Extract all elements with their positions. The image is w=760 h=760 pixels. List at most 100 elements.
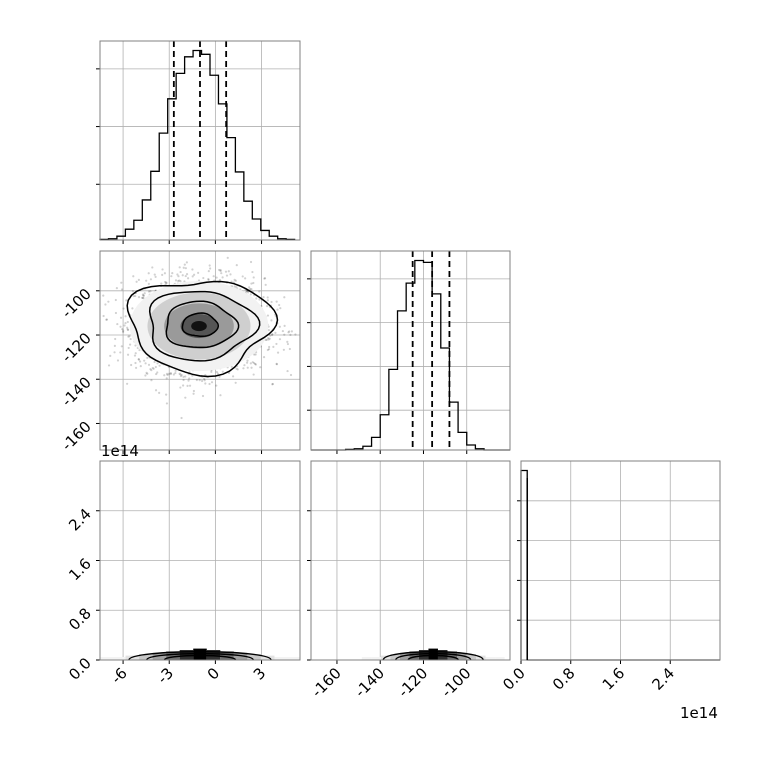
scatter-point (165, 393, 168, 396)
scatter-point (139, 365, 142, 368)
x-tick-label: 1.6 (599, 664, 629, 694)
scatter-point (145, 279, 148, 282)
scatter-point (179, 280, 182, 283)
scatter-point (289, 373, 293, 377)
density-bin (247, 654, 261, 660)
scatter-point (254, 353, 257, 356)
scatter-point (281, 329, 284, 333)
contour-line (163, 654, 237, 660)
scatter-point (181, 274, 184, 277)
scatter-point (265, 338, 268, 342)
scatter-point (215, 276, 218, 279)
scatter-point (271, 382, 274, 386)
scatter-point (198, 379, 201, 382)
scatter-point (128, 343, 132, 346)
scatter-point (230, 365, 233, 368)
scatter-point (151, 366, 154, 370)
scatter-point (78, 320, 80, 322)
density-bin (152, 652, 167, 660)
scatter-point (102, 294, 105, 297)
scatter-point (236, 368, 239, 371)
scatter-point (166, 373, 169, 377)
scatter-point (105, 318, 109, 321)
scatter-point (203, 379, 206, 382)
scatter-point (286, 369, 289, 373)
scatter-point (141, 296, 144, 299)
scatter-point (195, 378, 198, 382)
scatter-point (267, 328, 271, 332)
scatter-point (231, 375, 235, 378)
y-offset-label-param2: 1e14 (101, 442, 139, 460)
density-bin (485, 657, 496, 660)
scatter-point (165, 281, 168, 285)
scatter-point (200, 379, 204, 383)
scatter-point (134, 366, 138, 369)
scatter-point (114, 337, 117, 341)
scatter-point (252, 361, 256, 365)
scatter-point (116, 322, 119, 326)
scatter-point (123, 324, 126, 327)
scatter-point (283, 324, 286, 327)
contour-line (145, 652, 255, 660)
scatter-point (114, 311, 118, 315)
scatter-point (147, 272, 150, 275)
scatter-point (165, 402, 169, 405)
x-tick-label: 0.0 (499, 664, 529, 694)
scatter-point (130, 363, 133, 367)
y-tick-label: -100 (58, 285, 95, 322)
scatter-point (127, 335, 130, 338)
density-bin (361, 657, 372, 660)
scatter-point (107, 300, 110, 303)
scatter-point (262, 296, 265, 299)
x-tick-label: -140 (351, 664, 388, 701)
scatter-point (114, 298, 117, 302)
scatter-point (165, 377, 168, 380)
scatter-point (182, 266, 185, 269)
scatter-point (279, 307, 282, 310)
scatter-point (160, 282, 163, 285)
scatter-point (288, 330, 291, 333)
scatter-point (150, 379, 153, 382)
panel-hist-param1 (307, 250, 511, 454)
scatter-point (146, 356, 149, 359)
scatter-point (211, 241, 213, 243)
density-bin (437, 650, 448, 660)
contour-line (395, 652, 472, 660)
scatter-point (286, 340, 289, 343)
scatter-point (275, 362, 278, 366)
scatter-point (283, 333, 286, 336)
contour-line (181, 312, 220, 338)
scatter-point (278, 325, 281, 328)
scatter-point (149, 368, 152, 371)
scatter-point (204, 382, 207, 385)
scatter-point (163, 272, 167, 275)
scatter-point (149, 278, 153, 281)
scatter-point (116, 359, 120, 362)
contour-line (382, 651, 484, 660)
scatter-point (120, 288, 124, 291)
scatter-point (161, 273, 164, 276)
y-tick-label: 2.4 (65, 505, 95, 535)
scatter-point (197, 271, 200, 274)
scatter-point (275, 300, 278, 303)
x-tick-label: -3 (154, 664, 177, 687)
x-tick-label: -160 (308, 664, 345, 701)
scatter-point (249, 293, 252, 296)
scatter-point (126, 382, 129, 385)
scatter-point (170, 275, 173, 278)
scatter-point (152, 367, 155, 370)
scatter-point (178, 266, 181, 269)
scatter-point (283, 296, 286, 299)
scatter-point (268, 337, 271, 340)
y-tick-label: 0.8 (65, 604, 95, 634)
y-tick-label: 1.6 (65, 555, 95, 585)
scatter-point (141, 293, 145, 296)
scatter-point (271, 333, 274, 336)
scatter-point (251, 361, 254, 364)
density-bin (495, 657, 505, 660)
panel-frame (310, 460, 511, 661)
scatter-point (127, 328, 130, 331)
scatter-point (248, 286, 251, 289)
density-bin (399, 652, 410, 660)
scatter-point (142, 294, 145, 297)
